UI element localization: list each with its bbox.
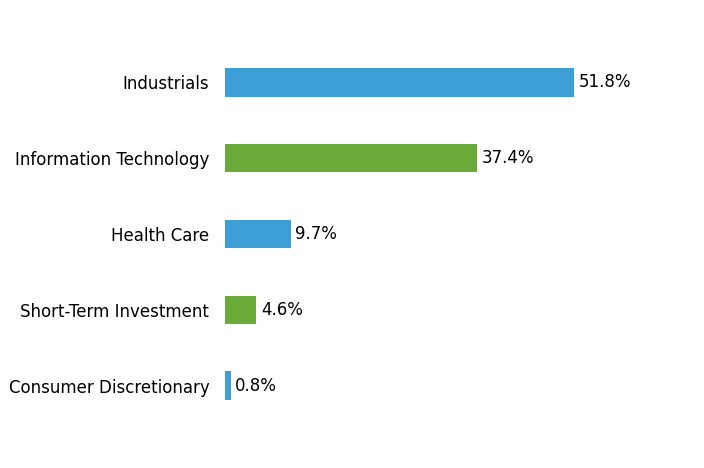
Bar xyxy=(225,219,291,249)
Bar xyxy=(225,68,574,96)
Text: 0.8%: 0.8% xyxy=(235,377,277,395)
Text: 9.7%: 9.7% xyxy=(295,225,337,243)
Bar xyxy=(225,295,256,324)
Bar xyxy=(225,144,477,173)
Text: 4.6%: 4.6% xyxy=(261,301,303,319)
Text: 51.8%: 51.8% xyxy=(579,73,631,91)
Bar xyxy=(225,372,231,400)
Text: 37.4%: 37.4% xyxy=(482,149,534,167)
